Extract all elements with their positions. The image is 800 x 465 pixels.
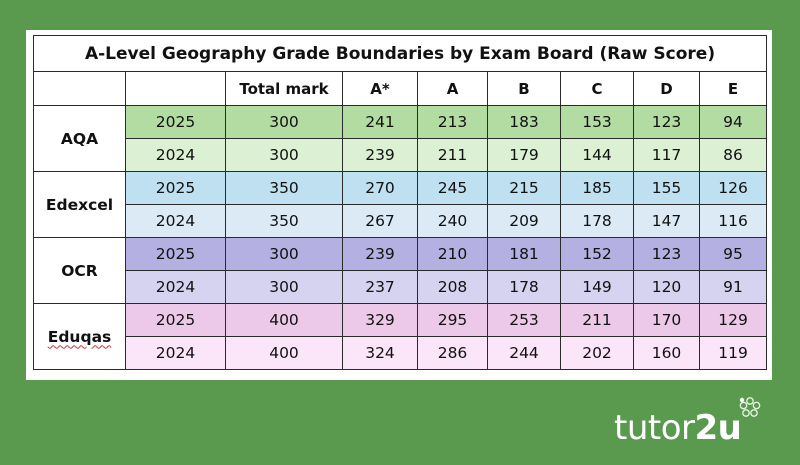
total-mark-cell: 300	[225, 270, 343, 304]
total-mark-cell: 350	[225, 171, 343, 205]
grade-cell: 240	[417, 204, 488, 238]
grade-cell: 244	[487, 336, 561, 370]
grade-cell: 144	[560, 138, 634, 172]
grade-cell: 123	[633, 237, 700, 271]
header-cell	[33, 71, 126, 106]
header-row: Total mark A* A B C D E	[33, 71, 768, 106]
grade-cell: 267	[342, 204, 418, 238]
table-title: A-Level Geography Grade Boundaries by Ex…	[32, 35, 768, 72]
grade-cell: 295	[417, 303, 488, 337]
table-row: AQA 2025 300 241 213 183 153 123 94	[33, 105, 768, 172]
board-label: Edexcel	[45, 195, 114, 214]
grade-cell: 86	[698, 138, 768, 172]
total-mark-cell: 300	[225, 138, 343, 172]
grade-cell: 123	[633, 105, 700, 139]
table-row: Eduqas 2025 400 329 295 253 211 170 129	[33, 303, 768, 370]
total-mark-cell: 400	[225, 336, 343, 370]
flower-icon	[739, 397, 761, 417]
total-mark-cell: 400	[225, 303, 343, 337]
grade-cell: 213	[417, 105, 488, 139]
grade-cell: 181	[487, 237, 561, 271]
grade-cell: 153	[560, 105, 634, 139]
grade-cell: 149	[560, 270, 634, 304]
grade-cell: 237	[342, 270, 418, 304]
table-row: 2024 300 239 211 179 144 117 86	[34, 138, 768, 172]
board-name: AQA	[33, 105, 126, 172]
board-name: OCR	[33, 237, 126, 304]
grade-cell: 211	[560, 303, 634, 337]
table-row: 2024 300 237 208 178 149 120 91	[34, 270, 768, 304]
grade-cell: 211	[417, 138, 488, 172]
grade-cell: 241	[342, 105, 418, 139]
logo-text-bold: 2u	[694, 408, 742, 448]
grade-cell: 126	[698, 171, 768, 205]
board-name: Eduqas	[33, 303, 126, 370]
year-cell: 2024	[125, 138, 226, 172]
grade-cell: 155	[633, 171, 700, 205]
year-cell: 2025	[125, 105, 226, 139]
table-row: 2024 350 267 240 209 178 147 116	[34, 204, 768, 238]
grade-boundaries-table: A-Level Geography Grade Boundaries by Ex…	[32, 35, 768, 370]
grade-cell: 170	[633, 303, 700, 337]
header-cell	[125, 71, 226, 106]
grade-cell: 91	[698, 270, 768, 304]
grade-cell: 183	[487, 105, 561, 139]
year-cell: 2024	[125, 270, 226, 304]
board-label: Eduqas	[47, 327, 112, 346]
grade-cell: 239	[342, 237, 418, 271]
grade-cell: 117	[633, 138, 700, 172]
grade-cell: 179	[487, 138, 561, 172]
year-cell: 2024	[125, 204, 226, 238]
table-row: 2024 400 324 286 244 202 160 119	[34, 336, 768, 370]
year-cell: 2025	[125, 171, 226, 205]
header-a-star: A*	[342, 71, 418, 106]
header-a: A	[417, 71, 488, 106]
grade-cell: 160	[633, 336, 700, 370]
grade-cell: 253	[487, 303, 561, 337]
year-cell: 2025	[125, 303, 226, 337]
header-b: B	[487, 71, 561, 106]
grade-cell: 185	[560, 171, 634, 205]
grade-cell: 245	[417, 171, 488, 205]
header-c: C	[560, 71, 634, 106]
grade-cell: 94	[698, 105, 768, 139]
grade-cell: 202	[560, 336, 634, 370]
header-e: E	[698, 71, 768, 106]
grade-cell: 324	[342, 336, 418, 370]
grade-cell: 215	[487, 171, 561, 205]
grade-cell: 178	[560, 204, 634, 238]
grade-cell: 116	[698, 204, 768, 238]
table-row: Edexcel 2025 350 270 245 215 185 155 126	[33, 171, 768, 238]
grade-cell: 147	[633, 204, 700, 238]
board-label: OCR	[61, 261, 98, 280]
grade-cell: 208	[417, 270, 488, 304]
table-row: OCR 2025 300 239 210 181 152 123 95	[33, 237, 768, 304]
year-cell: 2024	[125, 336, 226, 370]
header-total-mark: Total mark	[225, 71, 343, 106]
grade-cell: 329	[342, 303, 418, 337]
total-mark-cell: 300	[225, 105, 343, 139]
header-d: D	[633, 71, 700, 106]
grade-cell: 178	[487, 270, 561, 304]
total-mark-cell: 300	[225, 237, 343, 271]
grade-cell: 286	[417, 336, 488, 370]
board-name: Edexcel	[33, 171, 126, 238]
grade-cell: 95	[698, 237, 768, 271]
grade-cell: 209	[487, 204, 561, 238]
year-cell: 2025	[125, 237, 226, 271]
tutor2u-logo: tutor2u	[614, 408, 742, 448]
total-mark-cell: 350	[225, 204, 343, 238]
logo-text-light: tutor	[614, 408, 695, 448]
board-label: AQA	[60, 129, 99, 148]
grade-cell: 119	[698, 336, 768, 370]
grade-cell: 129	[698, 303, 768, 337]
grade-cell: 210	[417, 237, 488, 271]
grade-cell: 120	[633, 270, 700, 304]
table-panel: A-Level Geography Grade Boundaries by Ex…	[26, 30, 772, 380]
grade-cell: 270	[342, 171, 418, 205]
grade-cell: 152	[560, 237, 634, 271]
grade-cell: 239	[342, 138, 418, 172]
